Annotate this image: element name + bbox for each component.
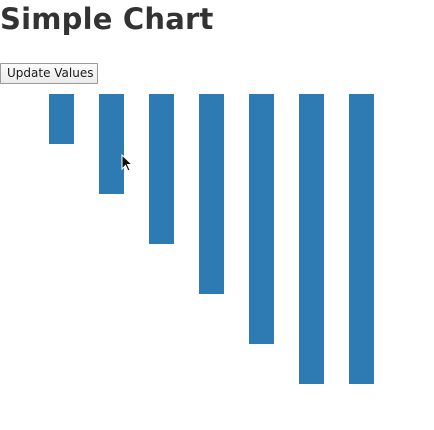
bar-3: [149, 94, 174, 244]
update-values-button[interactable]: Update Values: [0, 63, 99, 84]
bar-6: [299, 94, 324, 384]
bar-2: [99, 94, 124, 194]
bar-4: [199, 94, 224, 294]
bar-1: [49, 94, 74, 144]
bar-5: [249, 94, 274, 344]
mouse-pointer-icon: [121, 154, 133, 172]
bar-7: [349, 94, 374, 384]
page-title: Simple Chart: [0, 2, 214, 36]
